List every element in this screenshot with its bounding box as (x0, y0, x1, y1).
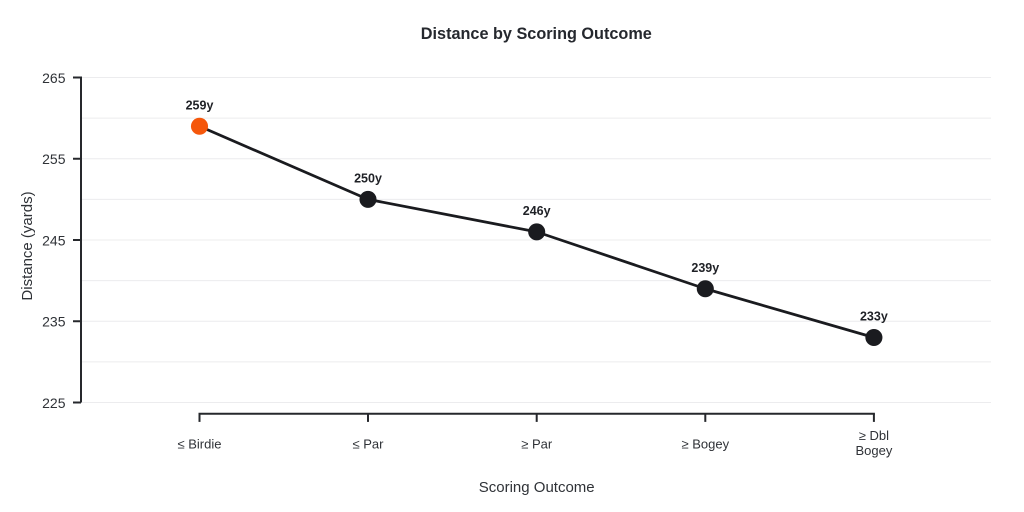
svg-text:Distance by Scoring Outcome: Distance by Scoring Outcome (421, 24, 652, 43)
svg-text:≥ Par: ≥ Par (521, 437, 553, 452)
svg-text:225: 225 (42, 395, 66, 411)
svg-text:233y: 233y (860, 310, 888, 324)
svg-text:250y: 250y (354, 171, 382, 185)
svg-text:235: 235 (42, 314, 66, 330)
svg-text:259y: 259y (186, 98, 214, 112)
svg-text:≥ Dbl: ≥ Dbl (859, 428, 889, 443)
svg-text:Distance (yards): Distance (yards) (19, 191, 36, 300)
svg-text:245: 245 (42, 232, 66, 248)
svg-text:≤ Par: ≤ Par (353, 437, 385, 452)
svg-text:≤ Birdie: ≤ Birdie (178, 437, 222, 452)
svg-text:Scoring Outcome: Scoring Outcome (479, 479, 595, 496)
svg-text:246y: 246y (523, 204, 551, 218)
svg-text:239y: 239y (691, 261, 719, 275)
svg-text:≥ Bogey: ≥ Bogey (681, 437, 729, 452)
svg-text:255: 255 (42, 151, 66, 167)
svg-text:Bogey: Bogey (855, 443, 892, 458)
svg-text:265: 265 (42, 70, 66, 86)
